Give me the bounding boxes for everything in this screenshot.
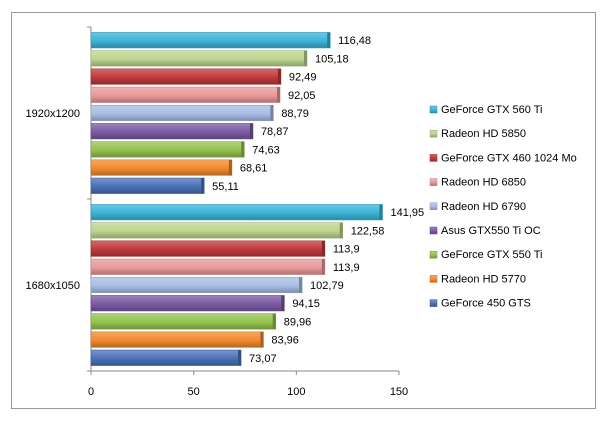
bar-0-0	[90, 177, 205, 194]
bar-6-0	[90, 68, 282, 85]
data-label: 113,9	[333, 262, 360, 274]
bar-cap	[299, 277, 303, 293]
bar-3-1	[90, 295, 285, 312]
data-label: 55,11	[212, 181, 239, 193]
bars-group	[90, 32, 383, 366]
data-label: 73,07	[249, 353, 277, 365]
bar-cap	[228, 159, 232, 176]
legend-label: Radeon HD 6850	[441, 177, 526, 189]
category-ticks	[87, 26, 91, 372]
x-tick-label: 50	[188, 386, 200, 398]
data-label: 83,96	[271, 335, 299, 347]
x-axis-ticks: 0 50 100 150	[88, 371, 408, 398]
bar-8-1	[90, 204, 383, 221]
category-labels-group: 1920x1200 1680x1050	[26, 108, 80, 292]
data-label: 94,15	[292, 298, 320, 310]
data-label: 122,58	[351, 225, 385, 237]
bar-1-1	[90, 331, 264, 348]
bar-cap	[201, 178, 205, 194]
bar-cap	[249, 123, 253, 139]
legend-label: GeForce GTX 550 Ti	[441, 249, 542, 261]
legend: GeForce GTX 560 Ti Radeon HD 5850 GeForce …	[429, 104, 577, 310]
bar-cap	[277, 68, 281, 85]
legend-swatch	[429, 226, 438, 235]
bar-4-0	[90, 104, 274, 122]
bar-cap	[303, 50, 307, 67]
bar-cap	[321, 240, 325, 257]
bar-3-0	[90, 123, 254, 140]
data-label: 68,61	[240, 163, 268, 175]
bar-cap	[272, 313, 276, 330]
legend-label: Radeon HD 6790	[441, 201, 526, 213]
legend-label: GeForce GTX 560 Ti	[441, 104, 542, 116]
bar-5-1	[90, 258, 326, 275]
data-label: 113,9	[333, 244, 360, 256]
legend-label: Asus GTX550 Ti OC	[441, 225, 541, 237]
bar-cap	[281, 295, 285, 311]
bar-cap	[260, 331, 264, 348]
data-label: 78,87	[261, 126, 289, 138]
bar-8-0	[90, 32, 331, 49]
category-label: 1920x1200	[26, 108, 80, 120]
legend-swatch	[429, 129, 438, 138]
bar-cap	[339, 222, 343, 239]
bar-cap	[379, 204, 383, 220]
data-label: 105,18	[315, 53, 349, 65]
x-tick-label: 0	[88, 386, 94, 398]
data-label: 74,63	[252, 144, 280, 156]
bar-2-1	[90, 313, 277, 330]
data-label: 102,79	[310, 280, 344, 292]
bar-4-1	[90, 276, 303, 294]
bar-cap	[241, 141, 245, 158]
bar-7-1	[90, 222, 343, 239]
legend-label: GeForce 450 GTS	[441, 298, 531, 310]
bar-cap	[327, 32, 331, 48]
data-label: 92,49	[289, 72, 317, 84]
data-label: 116,48	[338, 35, 371, 47]
data-label: 92,05	[288, 90, 316, 102]
bar-cap	[270, 105, 274, 121]
bar-cap	[238, 350, 242, 366]
legend-swatch	[429, 275, 438, 283]
bar-cap	[321, 259, 325, 275]
data-label: 89,96	[284, 316, 312, 328]
x-tick-label: 150	[390, 386, 408, 398]
legend-swatch	[429, 299, 438, 307]
legend-label: Radeon HD 5850	[441, 128, 526, 140]
legend-swatch	[429, 178, 438, 186]
legend-swatch	[429, 105, 438, 114]
legend-swatch	[429, 154, 438, 162]
bar-7-0	[90, 50, 308, 67]
bar-1-0	[90, 159, 233, 176]
category-label: 1680x1050	[26, 280, 80, 292]
data-label: 141,95	[390, 207, 424, 219]
legend-label: GeForce GTX 460 1024 Mo	[441, 152, 577, 164]
bar-0-1	[90, 349, 242, 366]
legend-label: Radeon HD 5770	[441, 273, 526, 285]
x-tick-label: 100	[287, 386, 305, 398]
bar-cap	[277, 87, 281, 103]
legend-swatch	[429, 250, 438, 259]
legend-swatch	[429, 202, 438, 211]
bar-6-1	[90, 240, 326, 257]
bar-2-0	[90, 141, 245, 158]
bar-5-0	[90, 86, 281, 103]
data-label: 88,79	[281, 108, 309, 120]
